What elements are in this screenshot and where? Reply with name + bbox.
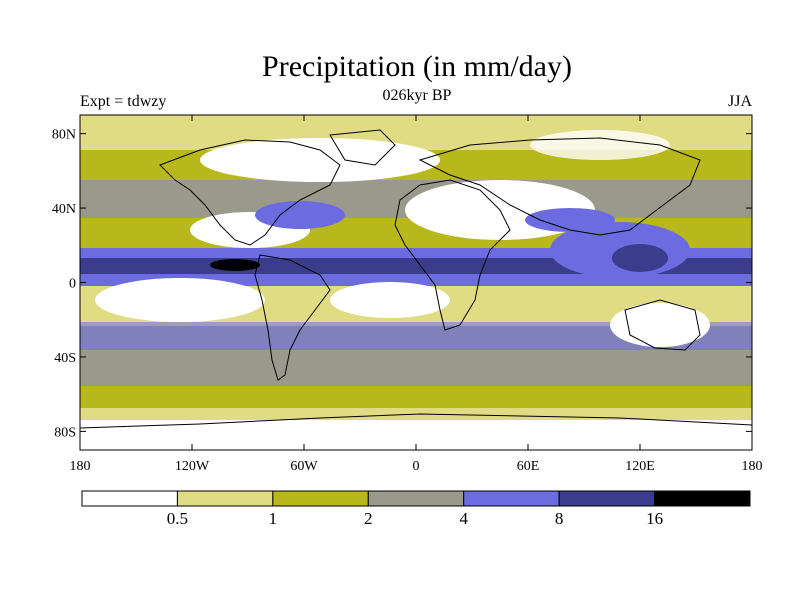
colorbar-swatch (176, 490, 274, 507)
coast-south-america (254, 254, 331, 381)
coast-north-america (159, 139, 341, 246)
y-tick-label: 40N (52, 202, 76, 217)
wet-asia-core (612, 244, 668, 272)
coast-eurasia (418, 137, 701, 236)
colorbar-swatch (367, 490, 465, 507)
field-s-light (80, 408, 752, 422)
y-tick-label: 80S (54, 425, 76, 440)
experiment-label: Expt = tdwzy (80, 93, 167, 110)
colorbar-swatch (558, 490, 656, 507)
wet-tibet (525, 208, 615, 232)
map-field (80, 115, 752, 450)
x-tick-label: 0 (413, 459, 420, 474)
colorbar-label: 0.5 (167, 509, 188, 528)
colorbar-swatch (81, 490, 178, 507)
dry-east-pacific (95, 278, 265, 322)
field-s-olive (80, 386, 752, 411)
dry-arctic-canada (200, 138, 440, 182)
colorbar-label: 16 (646, 509, 663, 528)
wet-east-pacific-peak (210, 259, 260, 271)
y-tick-label: 80N (52, 128, 76, 143)
colorbar: 0.5 1 2 4 8 16 (81, 490, 751, 528)
x-tick-label: 60W (290, 459, 318, 474)
colorbar-label: 1 (269, 509, 278, 528)
axis-ticks: 80N 40N 0 40S 80S 180 120W 60W 0 60E 120E 180 (52, 115, 763, 474)
colorbar-label: 8 (555, 509, 564, 528)
season-label: JJA (727, 93, 752, 110)
coast-australia (624, 299, 701, 351)
x-tick-label: 120E (625, 459, 655, 474)
coast-greenland (329, 129, 396, 166)
colorbar-swatch (654, 490, 751, 507)
page-title: Precipitation (in mm/day) (262, 50, 572, 83)
dry-australia (610, 303, 710, 347)
x-tick-label: 120W (175, 459, 210, 474)
dry-south-atlantic (330, 282, 450, 318)
x-tick-label: 180 (742, 459, 763, 474)
coast-europe-africa (394, 179, 511, 331)
period-label: 026kyr BP (382, 87, 452, 104)
y-tick-label: 0 (69, 277, 76, 292)
x-tick-label: 60E (517, 459, 540, 474)
wet-north-atlantic (255, 201, 345, 229)
coast-antarctica (80, 413, 752, 429)
colorbar-label: 2 (364, 509, 373, 528)
coastlines (80, 129, 752, 429)
colorbar-label: 4 (459, 509, 468, 528)
colorbar-swatch (463, 490, 560, 507)
y-tick-label: 40S (54, 351, 76, 366)
dry-arctic-asia (530, 130, 670, 160)
colorbar-swatch (272, 490, 369, 507)
x-tick-label: 180 (70, 459, 91, 474)
